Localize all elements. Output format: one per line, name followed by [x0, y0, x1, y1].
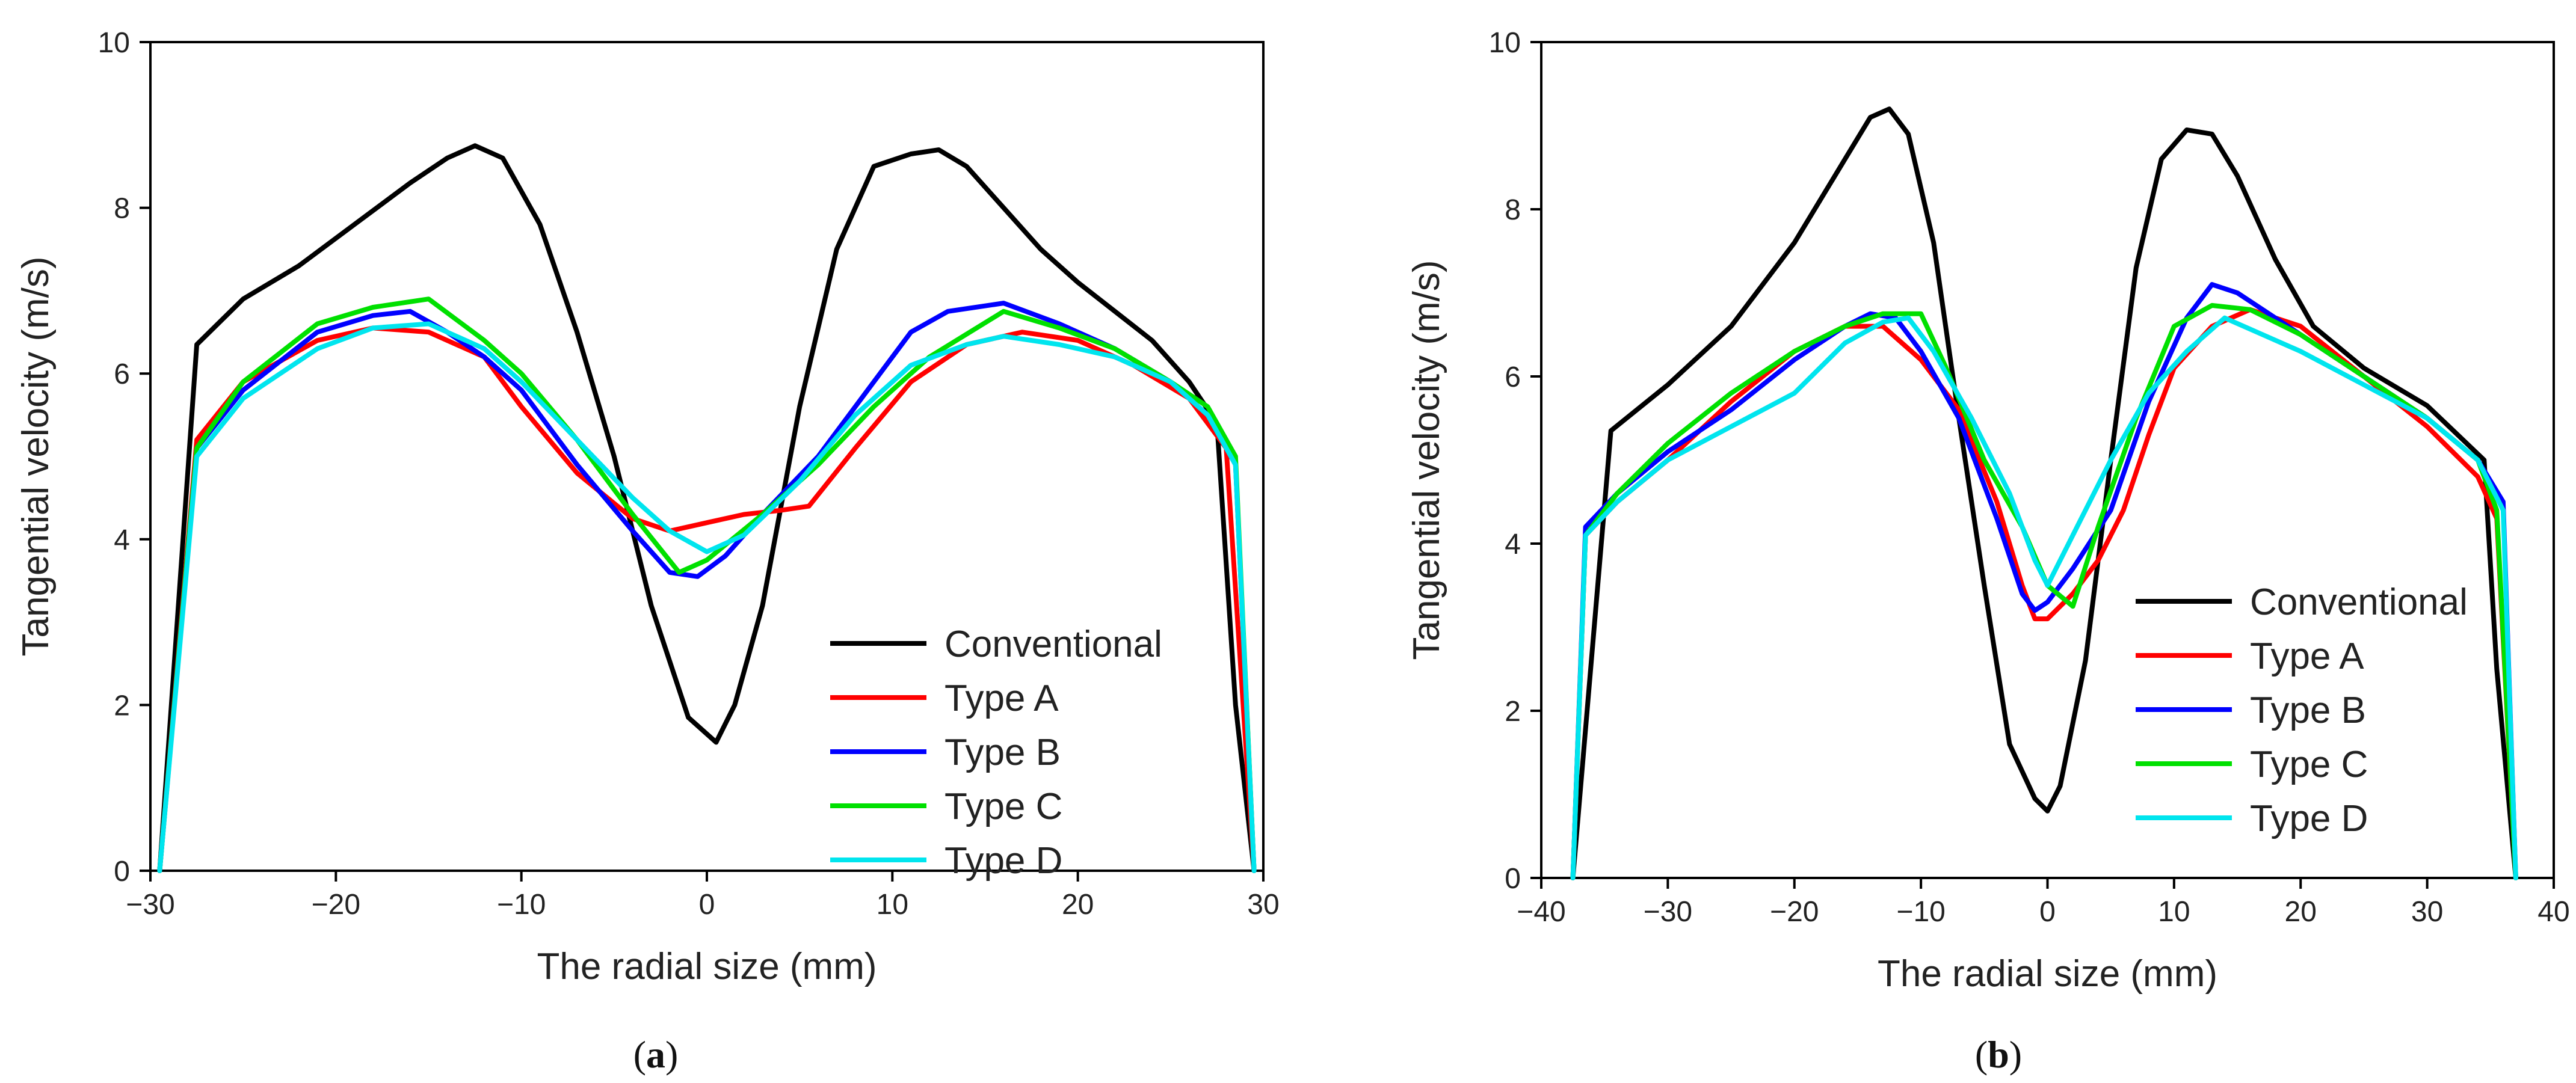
y-tick-label: 10	[1489, 27, 1521, 59]
y-axis-label: Tangential velocity (m/s)	[1406, 260, 1447, 660]
legend-label: Type A	[944, 678, 1059, 719]
series-line-type-c	[157, 296, 1257, 873]
x-tick-label: −10	[497, 889, 546, 921]
legend-label: Type C	[2250, 744, 2368, 785]
x-tick-label: −20	[1770, 896, 1819, 928]
x-tick-label: 30	[1247, 889, 1279, 921]
x-tick-label: −30	[126, 889, 174, 921]
y-tick-label: 2	[114, 690, 130, 722]
series-line-type-b	[157, 301, 1257, 873]
series-line-type-a	[157, 325, 1257, 873]
x-tick-label: 20	[1062, 889, 1094, 921]
x-tick-label: 40	[2537, 896, 2569, 928]
x-tick-label: −20	[312, 889, 360, 921]
x-axis-label: The radial size (mm)	[1878, 953, 2217, 995]
y-tick-label: 8	[114, 193, 130, 225]
y-tick-label: 0	[1505, 863, 1521, 895]
x-tick-label: −10	[1896, 896, 1945, 928]
plot-frame	[1540, 41, 2555, 879]
series-line-type-d	[157, 321, 1257, 873]
x-tick-label: 0	[699, 889, 715, 921]
y-tick-label: 6	[114, 358, 130, 390]
y-tick-label: 4	[114, 524, 130, 556]
x-axis-label: The radial size (mm)	[537, 946, 877, 987]
legend-label: Type C	[944, 786, 1062, 827]
legend-label: Type D	[944, 840, 1062, 882]
x-tick-label: 20	[2285, 896, 2317, 928]
x-tick-label: −30	[1644, 896, 1692, 928]
x-tick-label: 10	[2158, 896, 2190, 928]
legend-label: Type B	[944, 732, 1061, 773]
caption-b-letter: b	[1988, 1033, 2009, 1076]
y-tick-label: 6	[1505, 361, 1521, 393]
legend-label: Type B	[2250, 690, 2366, 731]
x-tick-label: 0	[2039, 896, 2056, 928]
y-tick-label: 4	[1505, 529, 1521, 560]
legend-label: Conventional	[944, 624, 1162, 665]
legend-label: Conventional	[2250, 581, 2468, 623]
legend-label: Type D	[2250, 798, 2368, 839]
legend-label: Type A	[2250, 636, 2364, 677]
caption-a-letter: a	[646, 1033, 665, 1076]
x-tick-label: 10	[877, 889, 908, 921]
series-line-conventional	[157, 143, 1257, 873]
y-tick-label: 8	[1505, 194, 1521, 226]
caption-b: (b)	[1975, 1033, 2022, 1076]
plot-frame	[149, 41, 1265, 872]
panel-b: −40 −30 −20 −10 0 10 20 30 40 0 2 4 6 8 10 The radial s…	[1406, 27, 2570, 995]
series-line-type-d	[1570, 315, 2518, 880]
x-tick-label: 30	[2411, 896, 2443, 928]
y-tick-label: 10	[98, 27, 130, 59]
series-line-conventional	[1570, 106, 2518, 880]
caption-a: (a)	[633, 1033, 679, 1076]
y-tick-label: 0	[114, 856, 130, 888]
y-tick-label: 2	[1505, 696, 1521, 728]
x-tick-label: −40	[1517, 896, 1565, 928]
y-axis-label: Tangential velocity (m/s)	[15, 256, 57, 656]
